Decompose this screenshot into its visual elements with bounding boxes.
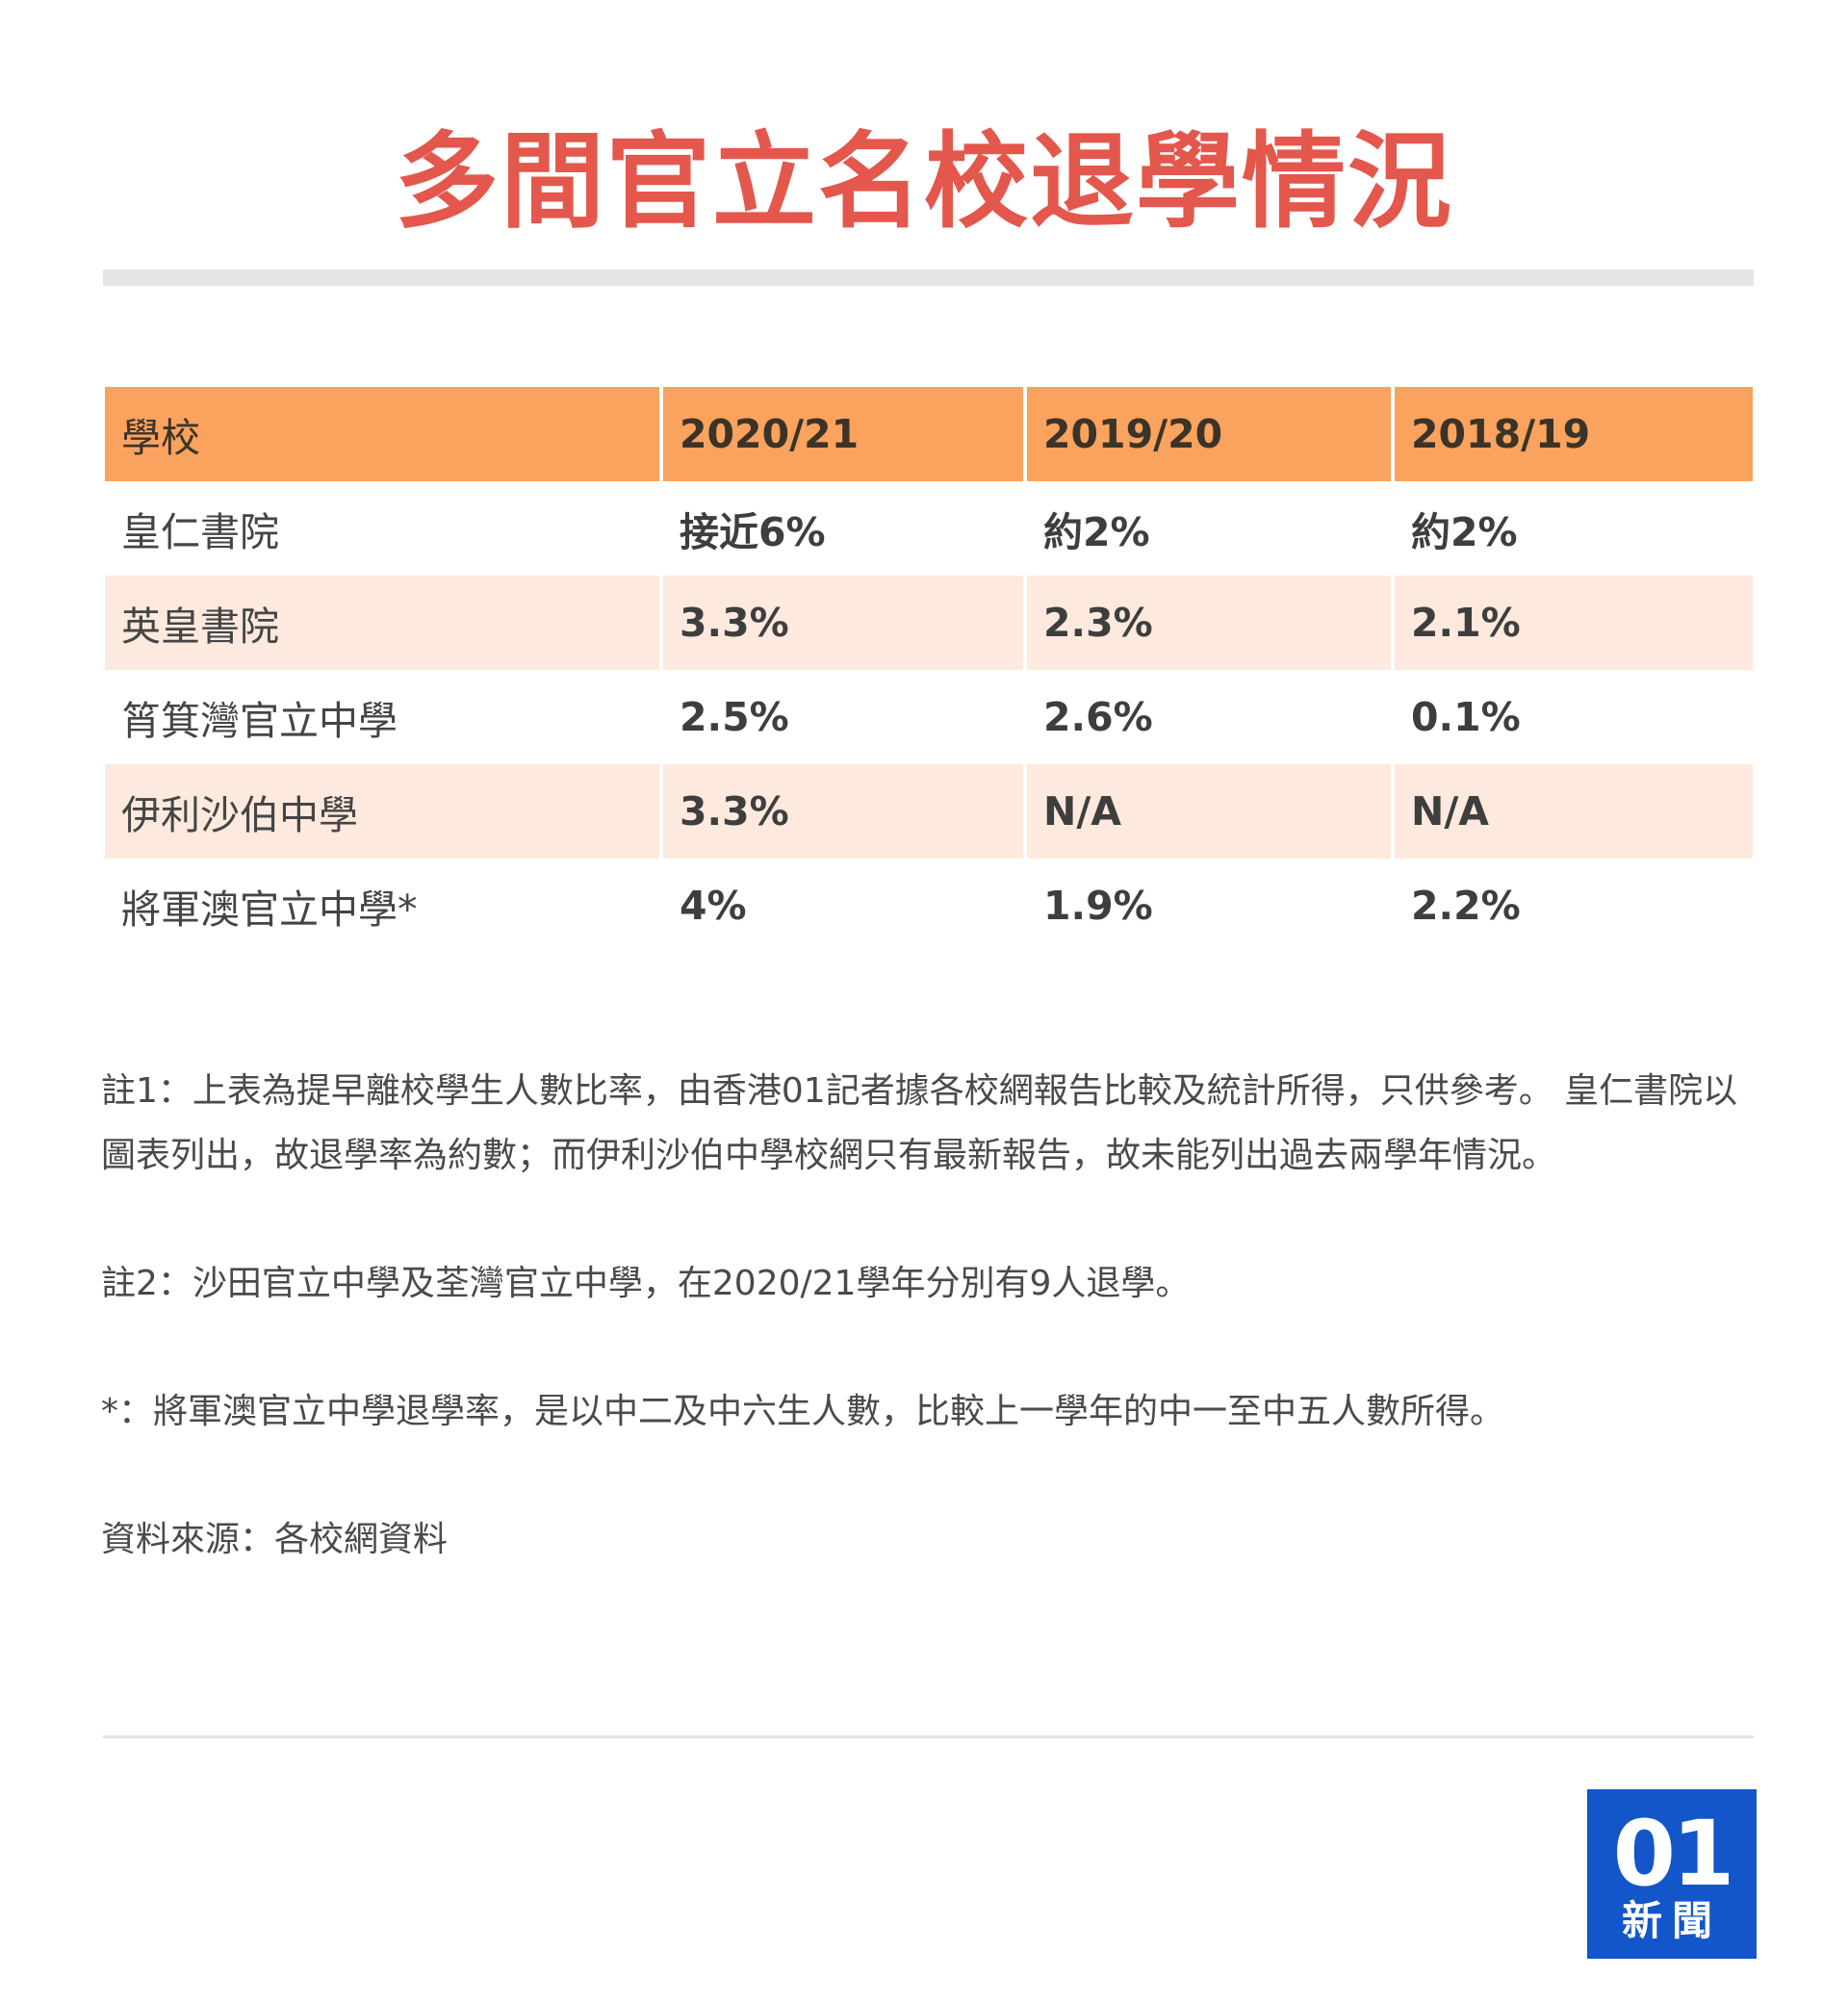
rate-cell: N/A [1027,764,1391,859]
rate-cell: N/A [1395,764,1753,859]
rate-cell: 2.3% [1027,576,1391,670]
column-header-2020-21: 2020/21 [663,387,1023,481]
rate-cell: 接近6% [680,509,826,555]
rate-cell: 2.2% [1411,883,1521,929]
rate-cell: 0.1% [1411,694,1521,740]
footer-divider [103,1735,1754,1738]
school-name: 皇仁書院 [121,509,279,555]
note-2: 註2：沙田官立中學及荃灣官立中學，在2020/21學年分別有9人退學。 [101,1264,1191,1303]
table-row: 皇仁書院 接近6% 約2% 約2% [105,481,1753,576]
school-name: 將軍澳官立中學* [121,886,418,933]
rate-cell: 4% [680,883,747,929]
logo-text: 新聞 [1621,1897,1722,1944]
data-source: 資料來源：各校網資料 [101,1520,449,1559]
column-header-2018-19: 2018/19 [1395,387,1753,481]
note-1: 註1：上表為提早離校學生人數比率，由香港01記者據各校網報告比較及統計所得，只供… [101,1071,1738,1175]
rate-cell: 約2% [1043,509,1150,555]
school-name: 伊利沙伯中學 [105,764,659,859]
table-header-row: 學校 2020/21 2019/20 2018/19 [105,387,1753,481]
logo-mark: 01 [1612,1802,1735,1907]
school-name: 筲箕灣官立中學 [121,698,398,744]
rate-cell: 2.5% [680,694,789,740]
notes-section: 註1：上表為提早離校學生人數比率，由香港01記者據各校網報告比較及統計所得，只供… [101,1059,1742,1635]
column-header-school: 學校 [105,387,659,481]
table-row: 將軍澳官立中學* 4% 1.9% 2.2% [105,859,1753,953]
table-row: 筲箕灣官立中學 2.5% 2.6% 0.1% [105,670,1753,764]
title-divider [103,270,1754,286]
table-row: 英皇書院 3.3% 2.3% 2.1% [105,576,1753,670]
rate-cell: 約2% [1411,509,1518,555]
rate-cell: 2.6% [1043,694,1153,740]
school-name: 英皇書院 [105,576,659,670]
hk01-logo: 01 新聞 [1587,1789,1757,1959]
rate-cell: 3.3% [663,764,1023,859]
column-header-2019-20: 2019/20 [1027,387,1391,481]
table-row: 伊利沙伯中學 3.3% N/A N/A [105,764,1753,859]
note-asterisk: *：將軍澳官立中學退學率，是以中二及中六生人數，比較上一學年的中一至中五人數所得… [101,1392,1505,1431]
rate-cell: 2.1% [1395,576,1753,670]
page-title: 多間官立名校退學情況 [394,122,1453,243]
rate-cell: 1.9% [1043,883,1153,929]
dropout-table: 學校 2020/21 2019/20 2018/19 皇仁書院 接近6% 約2%… [101,387,1757,953]
rate-cell: 3.3% [663,576,1023,670]
